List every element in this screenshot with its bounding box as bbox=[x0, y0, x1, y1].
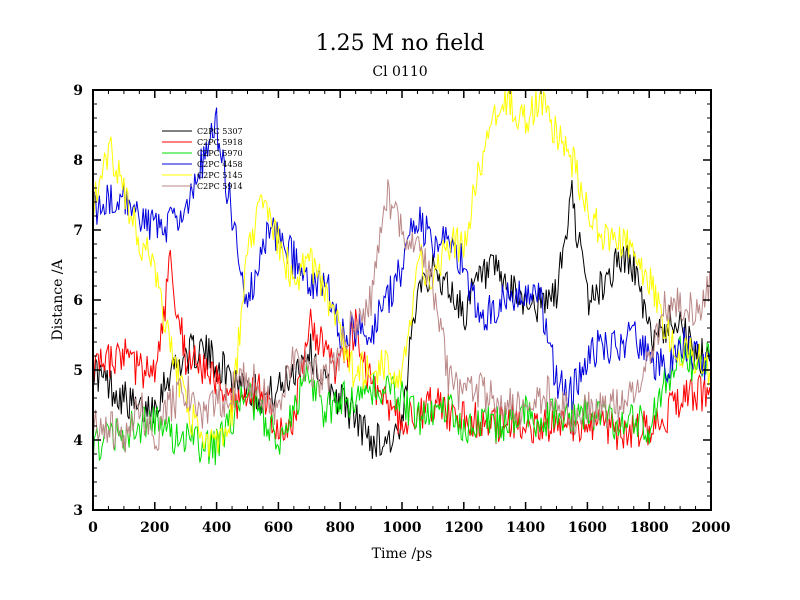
series-line-6 bbox=[92, 179, 712, 453]
legend-label: C2PC 5970 bbox=[197, 149, 243, 158]
x-tick-label: 1800 bbox=[630, 520, 669, 536]
series-line-2 bbox=[92, 249, 712, 451]
y-tick-label: 5 bbox=[73, 363, 83, 379]
legend-label: C2PC 4458 bbox=[197, 160, 243, 169]
series-line-3 bbox=[92, 335, 712, 467]
y-tick-label: 6 bbox=[73, 293, 83, 309]
x-tick-label: 400 bbox=[202, 520, 231, 536]
y-axis-label: Distance /A bbox=[50, 258, 66, 340]
x-tick-label: 1000 bbox=[383, 520, 422, 536]
legend-label: C2PC 5918 bbox=[197, 138, 243, 147]
legend-label: C2PC 5914 bbox=[197, 182, 243, 191]
x-tick-label: 1400 bbox=[506, 520, 545, 536]
series-line-4 bbox=[92, 107, 712, 410]
x-axis-label: Time /ps bbox=[372, 546, 433, 562]
x-tick-label: 200 bbox=[140, 520, 169, 536]
x-tick-label: 2000 bbox=[692, 520, 731, 536]
y-tick-label: 3 bbox=[73, 503, 83, 519]
legend: C2PC 5307 C2PC 5918 C2PC 5970 C2PC 4458 C2PC… bbox=[162, 127, 243, 191]
x-tick-label: 0 bbox=[88, 520, 98, 536]
y-tick-label: 9 bbox=[73, 83, 83, 99]
x-tick-label: 800 bbox=[326, 520, 355, 536]
axis-layer: 0 200 400 600 800 1000 1200 1400 1600 1800 2000 3 4 5… bbox=[73, 83, 730, 536]
x-tick-label: 600 bbox=[264, 520, 293, 536]
y-tick-label: 7 bbox=[73, 223, 83, 239]
series-line-5 bbox=[92, 89, 712, 457]
series-line-1 bbox=[92, 179, 712, 459]
legend-label: C2PC 5307 bbox=[197, 127, 243, 136]
y-tick-label: 4 bbox=[73, 433, 83, 449]
y-tick-label: 8 bbox=[73, 153, 83, 169]
chart-title: 1.25 M no field bbox=[315, 31, 485, 56]
chart-subtitle: Cl 0110 bbox=[372, 64, 428, 80]
series-layer bbox=[92, 89, 712, 467]
legend-label: C2PC 5145 bbox=[197, 171, 243, 180]
x-tick-label: 1200 bbox=[444, 520, 483, 536]
x-tick-label: 1600 bbox=[568, 520, 607, 536]
